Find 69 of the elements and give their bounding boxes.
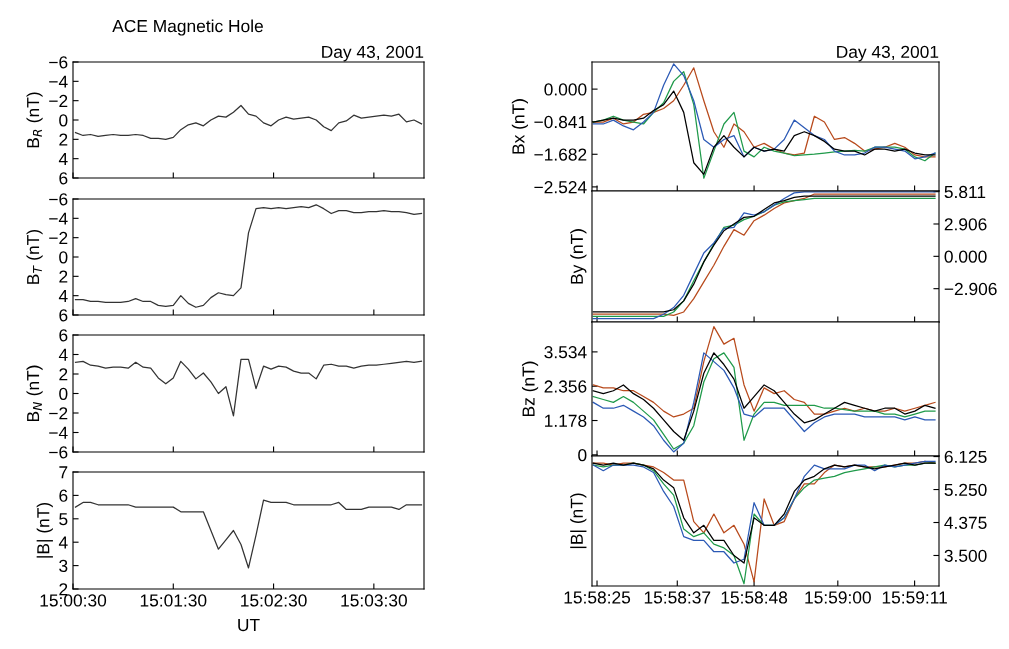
y-tick-label: 3.534 bbox=[544, 346, 587, 359]
y-tick-label: −6 bbox=[49, 56, 68, 69]
y-tick-label: −0.841 bbox=[534, 115, 587, 129]
y-tick-label: −2.524 bbox=[534, 181, 587, 194]
y-axis-title: Bx (nT) bbox=[511, 99, 528, 154]
line-series bbox=[592, 326, 936, 418]
y-axis-title: |B| (nT) bbox=[570, 493, 587, 549]
y-tick-label: 2 bbox=[59, 368, 68, 381]
y-tick-label: 0 bbox=[59, 251, 68, 264]
chart-subtitle: Day 43, 2001 bbox=[322, 45, 424, 62]
x-tick-label: 15:58:37 bbox=[644, 591, 711, 604]
y-tick-label: 4 bbox=[58, 536, 68, 549]
x-tick-label: 15:00:30 bbox=[40, 594, 107, 607]
x-tick-label: 15:58:48 bbox=[721, 591, 788, 604]
y-tick-label: −6 bbox=[49, 446, 68, 459]
y-tick-label: 1.178 bbox=[545, 414, 587, 427]
x-tick-label: 15:02:30 bbox=[241, 594, 307, 607]
y-axis-title: B$_{T}$ (nT) bbox=[26, 230, 43, 284]
chart-title: ACE Magnetic Hole bbox=[112, 19, 263, 36]
y-tick-label: 2 bbox=[59, 583, 68, 596]
y-tick-label: 2 bbox=[59, 270, 68, 283]
y-axis-title: By (nT) bbox=[570, 229, 587, 284]
y-tick-label: 0 bbox=[578, 449, 587, 462]
y2-tick-label: −2.906 bbox=[944, 282, 997, 296]
y-tick-label: 6 bbox=[59, 329, 68, 342]
y-axis-title: B$_{R}$ (nT) bbox=[26, 92, 43, 148]
y-tick-label: −6 bbox=[49, 193, 68, 206]
y-tick-label: 0 bbox=[59, 114, 68, 127]
y-tick-label: −4 bbox=[49, 426, 68, 439]
line-series bbox=[74, 499, 423, 569]
y-tick-label: −2 bbox=[49, 94, 68, 107]
chart-subtitle: Day 43, 2001 bbox=[837, 45, 939, 62]
x-tick-label: 15:01:30 bbox=[140, 594, 207, 607]
x-tick-label: 15:03:30 bbox=[341, 594, 407, 607]
y-tick-label: −2 bbox=[49, 231, 68, 244]
x-tick-label: 15:59:00 bbox=[805, 591, 871, 604]
y-tick-label: 6 bbox=[59, 309, 68, 322]
line-series bbox=[74, 204, 423, 308]
y-axis-title: B$_{N}$ (nT) bbox=[26, 365, 43, 422]
y-axis-title: |B| (nT) bbox=[36, 502, 53, 558]
y2-tick-label: 0.000 bbox=[944, 250, 987, 263]
line-series bbox=[74, 358, 423, 417]
y-tick-label: 0.000 bbox=[544, 83, 587, 96]
y-tick-label: 2.356 bbox=[544, 380, 587, 393]
y-tick-label: 5 bbox=[59, 513, 68, 526]
y-tick-label: 0 bbox=[59, 387, 68, 400]
y-tick-label: 4 bbox=[58, 348, 68, 361]
y-tick-label: 4 bbox=[58, 153, 68, 165]
y2-tick-label: 2.906 bbox=[944, 218, 987, 231]
y2-tick-label: 3.500 bbox=[944, 549, 987, 562]
y2-tick-label: 5.250 bbox=[944, 483, 987, 496]
line-series bbox=[74, 104, 423, 140]
y-axis-title: Bz (nT) bbox=[521, 361, 539, 417]
x-tick-label: 15:59:11 bbox=[882, 591, 947, 604]
y-tick-label: 7 bbox=[59, 466, 68, 479]
x-axis-title: UT bbox=[238, 619, 260, 632]
y-tick-label: −1.682 bbox=[534, 148, 587, 161]
y-tick-label: 6 bbox=[59, 489, 68, 502]
y-tick-label: 6 bbox=[59, 172, 68, 185]
y2-tick-label: 5.811 bbox=[944, 185, 986, 199]
y2-tick-label: 6.125 bbox=[944, 450, 987, 464]
y-tick-label: −4 bbox=[49, 75, 68, 88]
y-tick-label: −4 bbox=[49, 212, 68, 225]
x-tick-label: 15:58:25 bbox=[564, 591, 631, 604]
y-tick-label: 2 bbox=[59, 133, 68, 146]
y-tick-label: 4 bbox=[58, 290, 68, 302]
y-tick-label: −2 bbox=[49, 407, 68, 420]
y-tick-label: 3 bbox=[59, 559, 68, 573]
y2-tick-label: 4.375 bbox=[944, 516, 987, 529]
